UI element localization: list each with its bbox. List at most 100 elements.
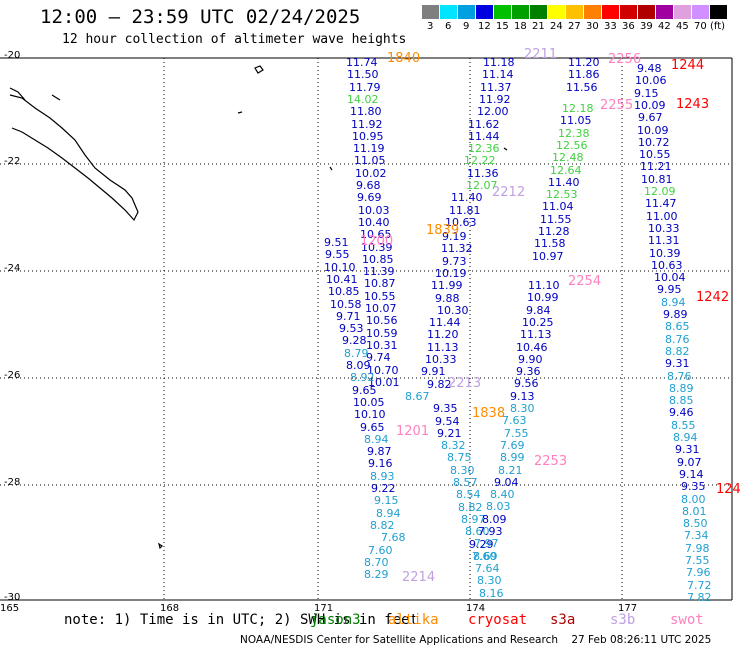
wave-height-value: 7.82 (687, 590, 712, 604)
wave-height-value: 9.04 (494, 475, 519, 489)
wave-height-value: 9.89 (663, 308, 688, 321)
wave-height-value: 10.10 (324, 260, 356, 274)
wave-height-value: 11.10 (528, 279, 560, 292)
wave-height-value: 8.50 (683, 517, 708, 531)
wave-height-value: 10.07 (365, 302, 397, 315)
legend-swatch (710, 5, 727, 19)
wave-height-value: 9.21 (437, 426, 462, 440)
lat-label: -30 (4, 592, 21, 603)
wave-height-value: 9.29 (469, 537, 494, 551)
wave-height-value: 10.70 (367, 363, 399, 377)
wave-height-value: 8.85 (669, 394, 694, 408)
wave-height-value: 11.55 (540, 212, 572, 226)
wave-height-value: 10.56 (366, 314, 398, 328)
pass-time-label: 2211 (524, 47, 558, 62)
chart-subtitle: 12 hour collection of altimeter wave hei… (62, 32, 407, 47)
wave-height-value: 11.79 (349, 80, 381, 94)
pass-time-label: 1840 (387, 51, 421, 66)
wave-height-value: 11.28 (538, 225, 570, 238)
wave-height-value: 10.95 (352, 129, 384, 143)
pass-time-label: 2212 (492, 185, 526, 200)
wave-height-value: 11.36 (467, 166, 499, 180)
wave-height-value: 11.13 (427, 340, 459, 354)
legend-label: 70 (694, 21, 707, 32)
legend-swatch (494, 5, 511, 19)
wave-height-value: 9.07 (677, 455, 702, 469)
wave-height-value: 7.68 (381, 531, 406, 545)
wave-height-value: 11.21 (640, 160, 672, 174)
wave-height-value: 8.65 (665, 320, 690, 334)
wave-height-value: 8.29 (364, 568, 389, 582)
legend-label: 21 (532, 21, 545, 32)
legend-swatch (566, 5, 583, 19)
wave-height-value: 11.32 (441, 242, 473, 256)
legend-label: 27 (568, 21, 581, 32)
wave-height-value: 10.09 (637, 123, 669, 137)
wave-height-value: 8.16 (479, 586, 504, 600)
lon-label: 165 (0, 603, 20, 614)
legend-swatch (458, 5, 475, 19)
wave-height-value: 12.18 (562, 102, 594, 115)
wave-height-value: 14.02 (347, 92, 379, 106)
wave-height-value: 8.40 (490, 488, 515, 502)
note-text: note: 1) Time is in UTC; 2) SWH is in fe… (64, 612, 419, 628)
wave-height-value: 9.65 (352, 383, 377, 397)
legend-label: 33 (604, 21, 617, 32)
wave-height-value: 7.34 (684, 529, 709, 543)
wave-height-value: 9.95 (657, 283, 682, 297)
wave-height-value: 12.53 (546, 188, 578, 202)
wave-height-value: 8.21 (498, 463, 523, 477)
wave-height-value: 8.70 (364, 555, 389, 569)
legend-swatch (548, 5, 565, 19)
wave-height-value: 10.19 (435, 266, 467, 280)
wave-height-value: 9.13 (510, 389, 535, 403)
pass-time-label: 2253 (534, 454, 568, 469)
wave-height-value: 8.75 (447, 451, 472, 465)
pass-time-label: 2255 (600, 98, 634, 113)
legend-unit: (ft) (710, 21, 726, 32)
legend-label: 36 (622, 21, 635, 32)
wave-height-value: 10.58 (330, 297, 362, 311)
wave-height-value: 10.65 (360, 228, 392, 242)
wave-height-value: 8.76 (667, 369, 692, 383)
wave-height-value: 8.55 (671, 418, 696, 432)
wave-height-value: 12.64 (550, 163, 582, 177)
wave-height-value: 11.58 (534, 237, 566, 251)
wave-height-value: 12.00 (477, 105, 509, 119)
wave-height-value: 9.35 (681, 480, 706, 494)
wave-height-value: 10.33 (425, 353, 457, 366)
wave-height-value: 8.60 (465, 525, 490, 539)
wave-height-value: 9.65 (360, 420, 385, 434)
wave-height-value: 11.13 (520, 328, 552, 342)
satellite-name: jason3 (310, 612, 361, 628)
wave-height-value: 11.92 (351, 117, 383, 131)
wave-height-value: 11.19 (353, 142, 385, 156)
wave-height-value: 11.92 (479, 92, 511, 106)
wave-height-value: 8.76 (665, 332, 690, 346)
wave-height-value: 11.18 (483, 56, 515, 69)
wave-height-value: 8.99 (500, 451, 525, 465)
lon-label: 168 (160, 603, 180, 614)
wave-height-value: 12.07 (466, 179, 498, 192)
wave-height-value: 8.03 (486, 500, 511, 514)
wave-height-value: 10.55 (364, 289, 396, 303)
legend-label: 15 (496, 21, 509, 32)
pass-time-label: 124 (716, 482, 740, 497)
wave-height-value: 9.46 (669, 406, 694, 420)
wave-height-value: 7.55 (685, 554, 710, 567)
wave-height-value: 8.30 (477, 574, 502, 588)
wave-height-value: 8.09 (482, 512, 507, 526)
wave-height-value: 9.56 (514, 377, 539, 391)
wave-height-value: 8.94 (661, 295, 686, 309)
satellite-name: swot (670, 612, 704, 628)
wave-height-value: 8.97 (461, 512, 486, 526)
wave-height-value: 7.97 (474, 537, 499, 551)
wave-height-value: 9.31 (675, 443, 700, 457)
wave-height-value: 9.19 (442, 230, 467, 243)
wave-height-value: 9.67 (638, 111, 663, 125)
wave-height-value: 8.82 (370, 518, 395, 532)
wave-height-value: 12.56 (556, 138, 588, 152)
wave-height-value: 9.82 (427, 377, 452, 391)
legend-swatch (656, 5, 673, 19)
